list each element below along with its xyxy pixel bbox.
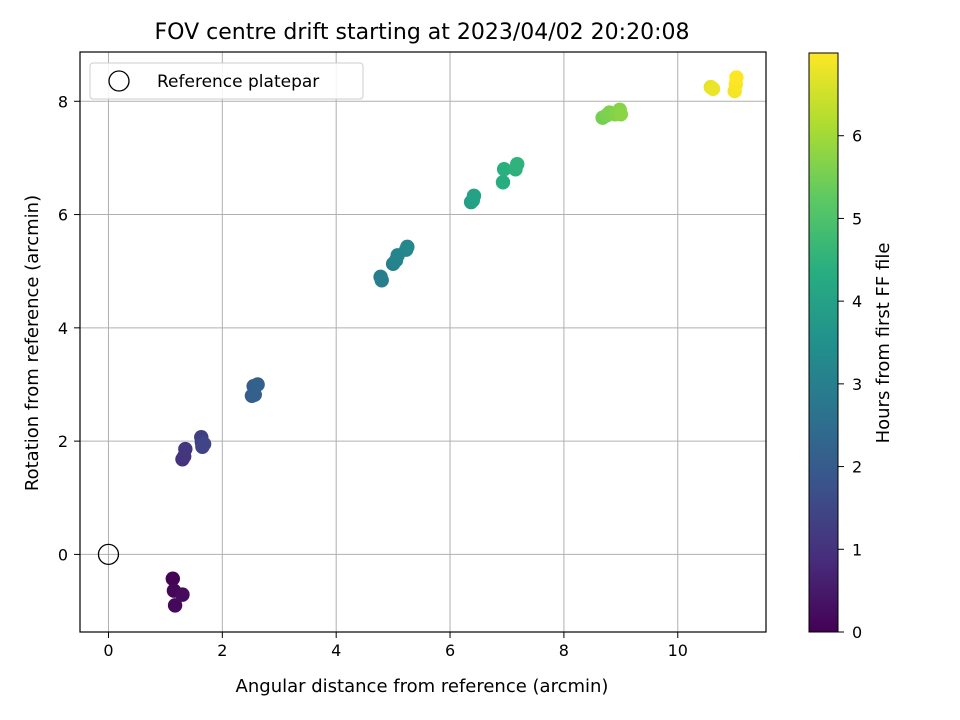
y-axis-label: Rotation from reference (arcmin) [22, 195, 43, 491]
x-tick-label: 0 [103, 641, 113, 660]
colorbar-tick-label: 5 [852, 209, 862, 228]
reference-marker-group [97, 543, 120, 566]
x-tick-label: 4 [331, 641, 341, 660]
colorbar-tick-label: 4 [852, 292, 862, 311]
y-tick-label: 4 [58, 319, 68, 338]
data-point [165, 571, 180, 586]
legend-label: Reference platepar [157, 72, 319, 92]
colorbar-gradient [808, 52, 839, 633]
data-point [496, 162, 512, 177]
x-tick-label: 2 [217, 641, 227, 660]
colorbar-label: Hours from first FF file [873, 243, 894, 444]
chart-title: FOV centre drift starting at 2023/04/02 … [155, 20, 690, 45]
data-point [167, 598, 183, 613]
legend-box [89, 62, 364, 100]
x-axis-ticks: 0 2 4 6 8 10 [103, 632, 688, 660]
plot-frame [79, 51, 767, 633]
data-point [374, 273, 389, 288]
data-point [510, 156, 525, 172]
y-tick-label: 6 [58, 206, 68, 225]
data-point [175, 587, 190, 602]
x-tick-label: 8 [559, 641, 569, 660]
data-point [400, 239, 415, 255]
grid-lines [80, 52, 766, 632]
y-tick-label: 0 [58, 545, 68, 564]
colorbar-ticks: 0 1 2 3 4 5 6 [838, 127, 862, 642]
colorbar-tick-label: 0 [852, 623, 862, 642]
x-tick-label: 10 [668, 641, 688, 660]
legend: Reference platepar [89, 62, 364, 100]
data-point [196, 436, 212, 452]
colorbar: 0 1 2 3 4 5 6 Hours from first FF file [808, 52, 894, 642]
data-point [705, 81, 721, 97]
y-tick-label: 8 [58, 92, 68, 111]
reference-platepar-marker [97, 543, 120, 566]
legend-reference-marker [108, 70, 130, 92]
data-point [613, 107, 629, 122]
data-point [729, 70, 744, 85]
data-point [178, 441, 193, 457]
colorbar-tick-label: 6 [852, 127, 862, 146]
y-axis-ticks: 0 2 4 6 8 [58, 92, 80, 564]
colorbar-tick-label: 3 [852, 375, 862, 394]
colorbar-tick-label: 2 [852, 458, 862, 477]
colorbar-tick-label: 1 [852, 540, 862, 559]
x-axis-label: Angular distance from reference (arcmin) [236, 676, 609, 697]
x-tick-label: 6 [445, 641, 455, 660]
y-tick-label: 2 [58, 432, 68, 451]
data-point [466, 188, 482, 204]
data-point [495, 175, 511, 190]
data-point [250, 377, 265, 392]
data-points [165, 70, 744, 613]
